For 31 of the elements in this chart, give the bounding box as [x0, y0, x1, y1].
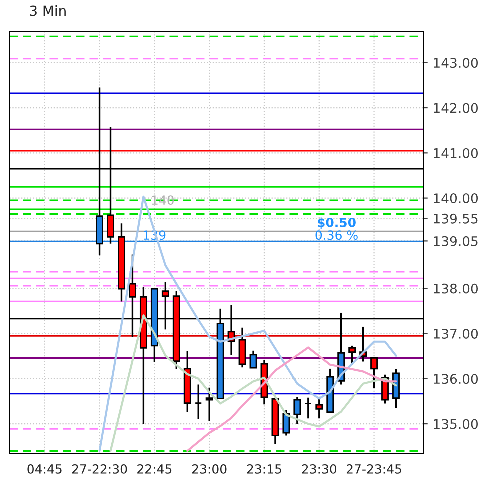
x-tick-label: 27-22:30 [72, 464, 128, 474]
x-tick-label: 23:30 [302, 464, 337, 474]
y-tick-label: 141.00 [434, 148, 478, 158]
candlestick [316, 398, 324, 420]
y-tick-label: 139.55 [434, 214, 478, 224]
candlestick [206, 387, 214, 422]
y-tick-label: 140.00 [434, 194, 478, 204]
y-tick-label: 138.00 [434, 284, 478, 294]
candlestick [348, 345, 356, 366]
y-tick-label: 142.00 [434, 103, 478, 114]
annotation: 140 [152, 196, 174, 206]
candlestick [304, 397, 312, 420]
x-tick-label: 22:45 [138, 464, 172, 474]
y-tick-label: 136.00 [434, 374, 478, 384]
x-tick-label: 23:15 [247, 464, 282, 474]
y-tick-label: 143.00 [434, 58, 478, 68]
y-tick-label: 139.05 [434, 236, 478, 246]
candlestick [194, 384, 202, 420]
annotation: $0.50 [318, 218, 356, 230]
y-tick-label: 135.00 [434, 419, 478, 430]
chart-title: 3 Min [30, 5, 66, 16]
x-tick-label: 23:00 [192, 464, 227, 474]
line-series [98, 196, 398, 452]
y-tick-label: 137.00 [434, 328, 478, 339]
x-tick-label: 27-23:45 [346, 464, 402, 474]
candlestick [370, 357, 378, 390]
candlestick [294, 396, 302, 426]
annotation: 0.36 % [316, 230, 358, 240]
candlestick [282, 409, 290, 437]
candlestick [250, 350, 258, 369]
x-tick-label: 04:45 [28, 464, 62, 474]
